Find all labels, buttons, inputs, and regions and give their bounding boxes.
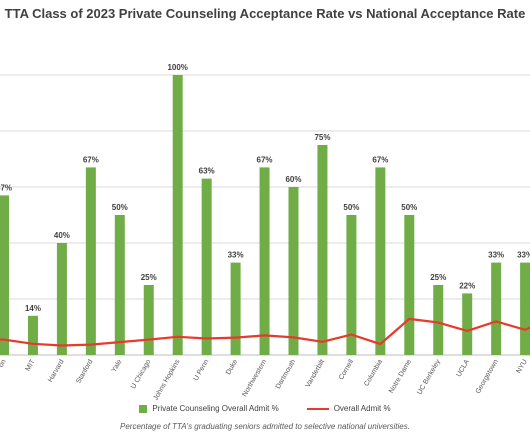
data-label: 67% [83, 155, 99, 164]
x-tick-label: Stanford [75, 358, 94, 385]
bar [404, 215, 415, 355]
legend-item-line: Overall Admit % [306, 404, 391, 413]
bar [201, 178, 212, 355]
data-label: 50% [112, 203, 128, 212]
bar [288, 187, 299, 355]
bar [462, 293, 473, 355]
legend-swatch-line [306, 407, 329, 410]
x-tick-label: MIT [25, 358, 37, 373]
data-label: 33% [228, 251, 244, 260]
legend-label-line: Overall Admit % [333, 404, 391, 413]
data-label: 67% [257, 155, 273, 164]
x-tick-label: Northwestern [241, 358, 268, 398]
data-label: 57% [0, 183, 12, 192]
data-label: 75% [314, 133, 330, 142]
bar [433, 285, 444, 355]
x-tick-labels: on MIT Harvard Stanford Yale U Chicago Johns H… [0, 358, 529, 402]
x-tick-label: UCLA [456, 358, 472, 378]
x-tick-label: Cornell [338, 358, 355, 381]
bar [85, 167, 96, 355]
overall-admit-line [0, 317, 530, 347]
legend-swatch-bar [139, 404, 148, 413]
bar [143, 285, 154, 355]
bar [172, 75, 183, 355]
x-tick-label: Harvard [47, 358, 66, 383]
data-label: 22% [459, 281, 475, 290]
legend-label-bar: Private Counseling Overall Admit % [152, 404, 279, 413]
data-label: 63% [199, 167, 215, 176]
x-tick-label: U Chicago [130, 358, 152, 390]
x-tick-label: Duke [225, 358, 239, 376]
bar [27, 315, 38, 355]
x-tick-label: Georgetown [475, 358, 500, 395]
x-tick-label: U Penn [193, 358, 211, 382]
x-tick-label: Notre Dame [388, 358, 413, 394]
bar [346, 215, 357, 355]
data-label: 25% [141, 273, 157, 282]
x-tick-label: UC Berkeley [416, 358, 442, 396]
x-tick-label: on [0, 358, 8, 368]
bar [317, 145, 328, 355]
x-tick-label: Dartmouth [275, 358, 297, 390]
data-label: 50% [343, 203, 359, 212]
x-tick-label: Vanderbilt [305, 358, 327, 388]
line-series [0, 317, 530, 347]
legend: Private Counseling Overall Admit % Overa… [0, 404, 530, 413]
data-label: 40% [54, 231, 70, 240]
bar [375, 167, 386, 355]
data-label: 60% [285, 175, 301, 184]
bar-series [0, 75, 530, 355]
bar [259, 167, 270, 355]
bar [0, 195, 9, 355]
data-labels: 57% 14% 40% 67% 50% 25% 100% 63% 33% 67% 60% 75% 50%… [0, 63, 530, 313]
x-tick-label: Johns Hopkins [152, 358, 181, 402]
chart-caption: Percentage of TTA's graduating seniors a… [120, 422, 410, 431]
bar [56, 243, 67, 355]
x-tick-label: Columbia [363, 358, 384, 387]
data-label: 33% [488, 251, 504, 260]
bar [520, 262, 530, 355]
bar [491, 262, 502, 355]
data-label: 67% [372, 155, 388, 164]
chart-title: TTA Class of 2023 Private Counseling Acc… [4, 6, 526, 21]
bar [230, 262, 241, 355]
x-tick-label: Yale [111, 358, 124, 373]
data-label: 25% [430, 273, 446, 282]
legend-item-bar: Private Counseling Overall Admit % [139, 404, 279, 413]
data-label: 14% [25, 304, 41, 313]
data-label: 50% [401, 203, 417, 212]
x-tick-label: NYU [515, 359, 528, 375]
data-label: 100% [167, 63, 187, 72]
bar [114, 215, 125, 355]
data-label: 33% [517, 251, 530, 260]
